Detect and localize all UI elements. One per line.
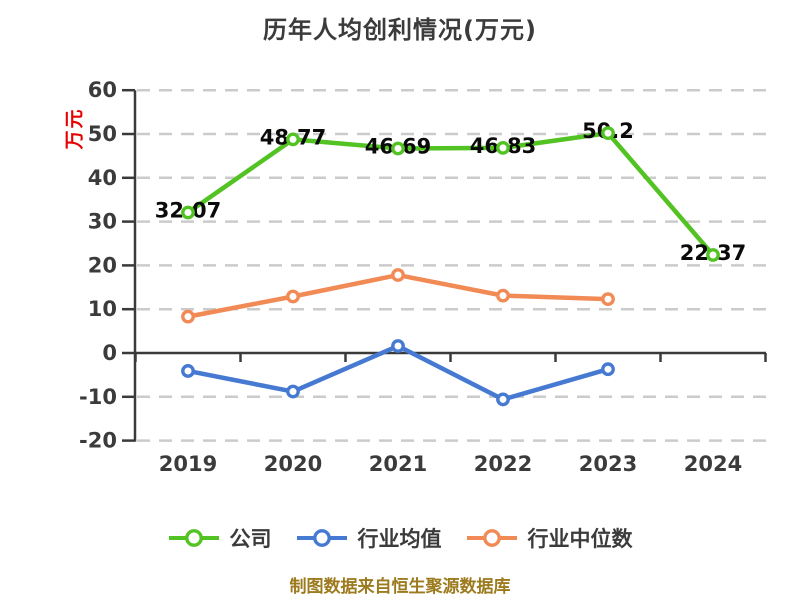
gridlines — [137, 88, 766, 442]
x-tick-label: 2022 — [474, 452, 532, 476]
chart-title: 历年人均创利情况(万元) — [263, 16, 537, 44]
y-tick-label: 20 — [88, 253, 117, 277]
legend-item-company: 公司 — [168, 523, 272, 553]
legend-marker-industry-average — [296, 529, 347, 547]
data-point-marker — [391, 141, 405, 156]
x-tick-label: 2021 — [369, 452, 427, 476]
data-point-marker — [181, 364, 195, 378]
x-axis: 2019 2020 2021 2022 2023 2024 — [134, 351, 767, 476]
x-tick-label: 2024 — [684, 452, 742, 476]
y-tick-label: 30 — [88, 210, 117, 234]
data-point-marker — [706, 248, 720, 262]
legend-marker-company — [168, 529, 219, 547]
data-point-marker — [496, 392, 510, 407]
y-tick-label: 10 — [88, 297, 117, 321]
series-line-0 — [185, 130, 716, 258]
data-point-marker — [601, 126, 615, 141]
legend-marker-industry-median — [466, 529, 517, 547]
series-2 — [181, 268, 615, 324]
data-source-caption: 制图数据来自恒生聚源数据库 — [289, 577, 511, 597]
data-point-marker — [391, 339, 405, 353]
y-tick-label: 0 — [102, 341, 117, 365]
data-point-marker — [496, 288, 510, 303]
data-point-marker — [496, 140, 510, 155]
legend-item-industry-median: 行业中位数 — [466, 523, 633, 553]
y-tick-label: 50 — [88, 122, 117, 146]
data-point-marker — [286, 289, 300, 304]
series-0: 32.0748.7746.6946.8350.222.37 — [155, 119, 746, 265]
data-point-marker — [601, 292, 615, 307]
data-point-marker — [391, 268, 405, 282]
x-tick-label: 2019 — [159, 452, 217, 476]
data-point-marker — [181, 309, 195, 324]
legend-item-industry-average: 行业均值 — [296, 523, 442, 553]
y-tick-label: 60 — [88, 78, 117, 102]
legend-label-industry-median: 行业中位数 — [527, 527, 633, 551]
x-tick-label: 2023 — [579, 452, 637, 476]
y-tick-label: 40 — [88, 166, 117, 190]
data-point-marker — [601, 362, 615, 377]
data-point-marker — [181, 205, 195, 220]
legend-label-company: 公司 — [229, 527, 272, 551]
legend: 公司 行业均值 行业中位数 — [0, 521, 800, 555]
y-tick-label: -20 — [79, 429, 117, 453]
x-tick-label: 2020 — [264, 452, 322, 476]
y-tick-label: -10 — [79, 385, 117, 409]
series-1 — [181, 339, 615, 407]
data-point-marker — [286, 384, 300, 399]
y-axis: 60 50 40 30 20 10 0 -10 -20 — [79, 78, 137, 453]
data-point-marker — [286, 132, 300, 147]
legend-label-industry-average: 行业均值 — [357, 527, 442, 551]
